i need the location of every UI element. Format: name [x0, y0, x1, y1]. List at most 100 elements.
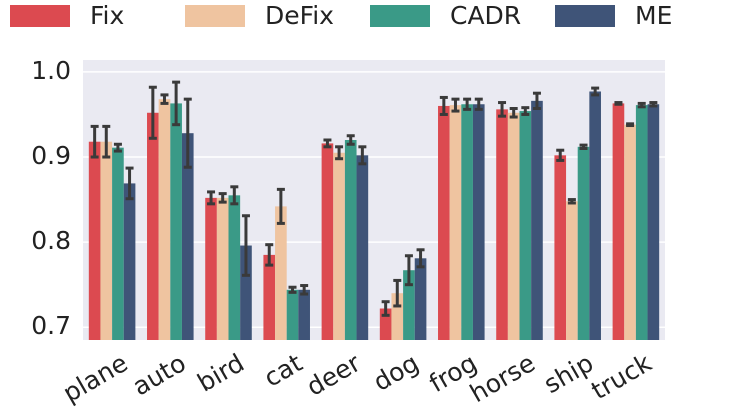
bar: [624, 124, 636, 341]
bar: [449, 105, 462, 340]
bar: [379, 308, 392, 340]
legend-swatch: [185, 5, 245, 27]
legend-swatch: [555, 5, 615, 27]
y-tick-label: 0.8: [31, 226, 71, 255]
bar: [519, 111, 532, 340]
error-bar: [626, 122, 635, 128]
bar: [275, 206, 287, 340]
x-tick-label: ship: [539, 348, 598, 399]
error-bar: [218, 192, 227, 204]
bar: [263, 254, 276, 340]
bar: [496, 109, 508, 341]
legend-label: Fix: [90, 1, 124, 30]
bar: [577, 146, 590, 340]
bar: [240, 245, 252, 340]
bar: [147, 112, 159, 340]
bar: [344, 140, 357, 340]
legend-label: ME: [635, 1, 672, 30]
x-tick-label: auto: [128, 348, 191, 401]
bar: [286, 289, 299, 340]
error-bar: [288, 285, 297, 294]
error-bar: [567, 198, 576, 205]
error-bar: [230, 185, 239, 206]
bar: [566, 201, 578, 340]
error-bar: [265, 243, 274, 267]
bar: [589, 91, 601, 340]
error-bar: [509, 107, 518, 119]
error-bar: [591, 86, 600, 97]
bar: [472, 104, 485, 341]
error-bar: [614, 101, 623, 106]
legend-swatch: [10, 5, 70, 27]
error-bar: [637, 101, 646, 109]
bar: [612, 103, 625, 340]
error-bar: [404, 254, 413, 287]
x-tick-label: bird: [192, 348, 249, 397]
bar: [321, 143, 334, 340]
error-bar: [102, 124, 111, 159]
error-bar: [335, 145, 344, 161]
error-bar: [416, 248, 425, 269]
x-tick-label: dog: [368, 348, 423, 397]
error-bar: [276, 187, 285, 225]
x-tick-label: cat: [259, 348, 307, 393]
bar: [298, 289, 310, 340]
bar: [438, 105, 450, 340]
bar: [216, 197, 229, 340]
y-tick-label: 1.0: [31, 56, 71, 85]
bar: [170, 103, 182, 340]
bar: [158, 99, 171, 341]
error-bar: [113, 142, 122, 153]
bar: [403, 270, 415, 340]
x-tick-label: deer: [302, 348, 366, 402]
error-bar: [393, 278, 402, 308]
legend-swatch: [370, 5, 430, 27]
error-bar: [241, 214, 250, 277]
legend-label: CADR: [450, 1, 521, 30]
bar: [123, 183, 136, 340]
bar: [635, 105, 648, 340]
bar: [507, 112, 520, 340]
bar: [356, 155, 369, 340]
bar: [391, 293, 404, 340]
error-bar: [90, 124, 99, 159]
bar: [461, 104, 473, 341]
y-tick-label: 0.9: [31, 141, 71, 170]
error-bar: [125, 166, 134, 201]
error-bar: [579, 143, 588, 151]
y-tick-label: 0.7: [31, 311, 71, 340]
bar: [333, 152, 345, 340]
bar: [88, 141, 101, 340]
error-bar: [532, 91, 541, 111]
bar: [531, 100, 543, 340]
x-tick-label: plane: [58, 348, 133, 408]
x-tick-label: horse: [465, 348, 540, 408]
bar: [100, 141, 113, 340]
bar: [554, 155, 567, 340]
error-bar: [160, 93, 169, 105]
bar: [414, 258, 427, 340]
bar: [228, 195, 241, 340]
bar: [205, 197, 217, 340]
error-bar: [358, 145, 367, 166]
error-bar: [556, 148, 565, 162]
error-bar: [207, 190, 216, 206]
error-bar: [323, 138, 332, 149]
error-bar: [183, 97, 192, 169]
bar: [181, 133, 194, 340]
x-tick-label: truck: [586, 348, 657, 405]
error-bar: [451, 97, 460, 113]
error-bar: [300, 284, 309, 296]
bar: [647, 104, 660, 341]
error-bar: [649, 101, 658, 108]
legend-label: DeFix: [265, 1, 334, 30]
error-bar: [172, 80, 181, 127]
error-bar: [439, 95, 448, 116]
error-bar: [521, 106, 530, 116]
bar: [112, 147, 124, 340]
error-bar: [463, 97, 472, 111]
error-bar: [498, 101, 507, 118]
error-bar: [346, 134, 355, 146]
